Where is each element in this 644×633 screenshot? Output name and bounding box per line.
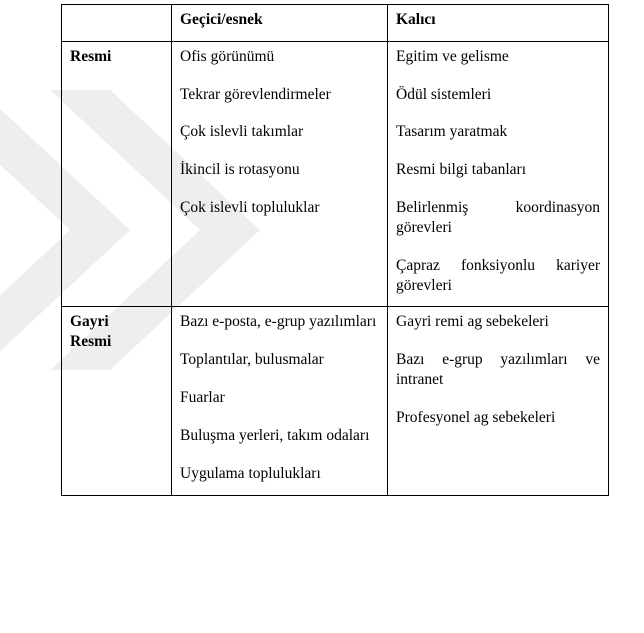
cell-text: Buluşma yerleri, takım odaları	[180, 426, 379, 446]
row-resmi-col1: Ofis görünümü Tekrar görevlendirmeler Ço…	[172, 41, 388, 307]
cell-text: Egitim ve gelisme	[396, 47, 600, 67]
cell-text: Toplantılar, bulusmalar	[180, 350, 379, 370]
row-resmi-label: Resmi	[62, 41, 172, 307]
cell-text: Bazı e-posta, e-grup yazılımları	[180, 312, 379, 332]
cell-text: Gayri remi ag sebekeleri	[396, 312, 600, 332]
table-row: Resmi Ofis görünümü Tekrar görevlendirme…	[62, 41, 609, 307]
cell-text: Gayri	[70, 313, 109, 330]
header-col1: Geçici/esnek	[172, 5, 388, 42]
row-gayri-label: Gayri Resmi	[62, 307, 172, 495]
cell-text: Resmi bilgi tabanları	[396, 160, 600, 180]
header-blank	[62, 5, 172, 42]
table-row: Gayri Resmi Bazı e-posta, e-grup yazılım…	[62, 307, 609, 495]
table-container: Geçici/esnek Kalıcı Resmi Ofis görünümü …	[61, 4, 608, 496]
cell-text: Çapraz fonksiyonlu kariyer görevleri	[396, 256, 600, 296]
cell-text: Çok islevli topluluklar	[180, 198, 379, 218]
content-table: Geçici/esnek Kalıcı Resmi Ofis görünümü …	[61, 4, 609, 496]
row-resmi-col2: Egitim ve gelisme Ödül sistemleri Tasarı…	[388, 41, 609, 307]
cell-text: Fuarlar	[180, 388, 379, 408]
cell-text: İkincil is rotasyonu	[180, 160, 379, 180]
cell-text: Bazı e-grup yazılımları ve intranet	[396, 350, 600, 390]
cell-text: Tekrar görevlendirmeler	[180, 85, 379, 105]
row-gayri-col2: Gayri remi ag sebekeleri Bazı e-grup yaz…	[388, 307, 609, 495]
cell-text: Ödül sistemleri	[396, 85, 600, 105]
cell-text: Çok islevli takımlar	[180, 122, 379, 142]
header-col2: Kalıcı	[388, 5, 609, 42]
cell-text: Tasarım yaratmak	[396, 122, 600, 142]
cell-text: Resmi	[70, 333, 111, 350]
row-gayri-col1: Bazı e-posta, e-grup yazılımları Toplant…	[172, 307, 388, 495]
cell-text: Profesyonel ag sebekeleri	[396, 408, 600, 428]
cell-text: Ofis görünümü	[180, 47, 379, 67]
table-header-row: Geçici/esnek Kalıcı	[62, 5, 609, 42]
cell-text: Uygulama toplulukları	[180, 464, 379, 484]
cell-text: Belirlenmiş koordinasyon görevleri	[396, 198, 600, 238]
